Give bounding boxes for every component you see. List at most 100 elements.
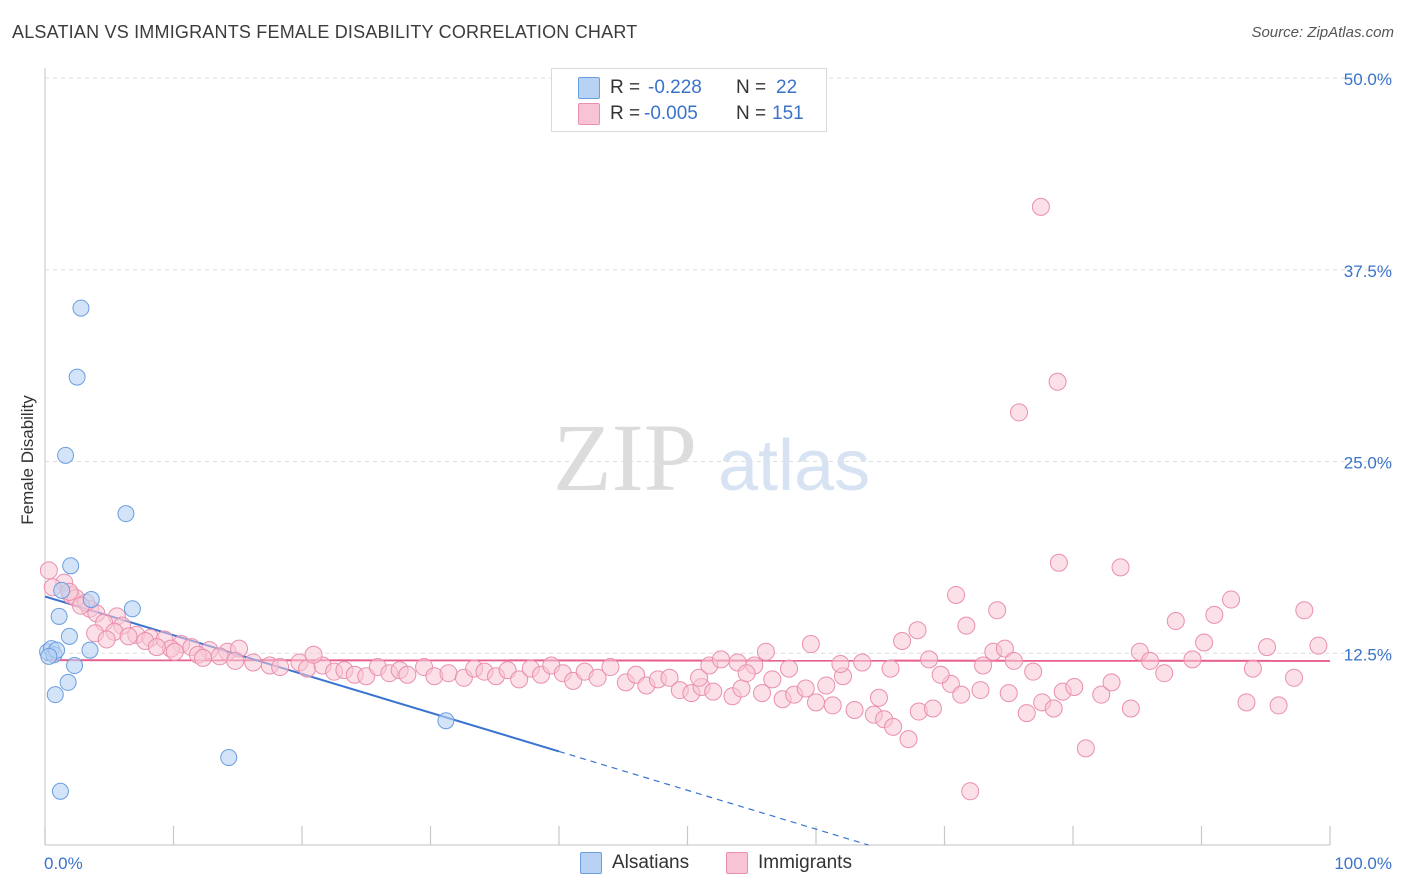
immigrants-point	[763, 670, 782, 689]
immigrants-legend-swatch	[726, 852, 748, 874]
immigrants-point	[39, 561, 58, 580]
immigrants-point	[1111, 558, 1130, 577]
alsatians-swatch	[578, 77, 600, 99]
immigrants-point	[893, 631, 912, 650]
alsatians-point	[123, 600, 141, 618]
immigrants-point	[1295, 601, 1314, 620]
immigrants-point	[1102, 673, 1121, 692]
immigrants-point	[244, 653, 263, 672]
immigrants-point	[1048, 372, 1067, 391]
immigrants-point	[1205, 605, 1224, 624]
immigrants-point	[165, 642, 184, 661]
immigrants-point	[601, 658, 620, 677]
immigrants-point	[1017, 704, 1036, 723]
immigrants-point	[1010, 403, 1029, 422]
immigrants-point	[226, 651, 245, 670]
immigrants-point	[1195, 633, 1214, 652]
immigrants-point	[807, 693, 825, 712]
immigrants-point	[1243, 659, 1262, 678]
alsatians-point	[437, 712, 455, 730]
immigrants-point	[97, 630, 116, 649]
immigrants-point	[1258, 638, 1277, 657]
immigrants-point	[588, 668, 607, 687]
legend-n-label: N =	[736, 77, 767, 98]
immigrants-point	[999, 684, 1018, 703]
immigrants-point	[831, 654, 850, 673]
grid	[45, 77, 1392, 654]
immigrants-point	[1222, 590, 1241, 609]
immigrants-point	[732, 679, 751, 698]
immigrants-point	[756, 642, 775, 661]
immigrants-point	[796, 679, 815, 698]
immigrants-point	[510, 670, 529, 689]
chart-title: ALSATIAN VS IMMIGRANTS FEMALE DISABILITY…	[12, 22, 638, 42]
immigrants-point	[780, 659, 799, 678]
alsatians-point	[53, 581, 71, 599]
immigrants-point	[1044, 699, 1063, 718]
immigrants-point	[210, 647, 229, 666]
legend-r-value-immigrants: -0.005	[644, 103, 698, 124]
watermark-atlas: atlas	[718, 426, 870, 506]
alsatians-point	[82, 591, 100, 609]
immigrants-point	[931, 665, 950, 684]
immigrants-point	[737, 664, 756, 683]
legend-n-label: N =	[736, 103, 767, 124]
axes	[44, 68, 1331, 846]
immigrants-point	[1237, 693, 1256, 712]
immigrants-point	[1141, 651, 1160, 670]
alsatians-point	[81, 641, 99, 659]
immigrants-point	[194, 648, 213, 667]
watermark-zip: ZIP	[553, 404, 697, 511]
immigrants-point	[884, 717, 903, 736]
immigrants-point	[971, 681, 990, 700]
immigrants-point	[845, 701, 864, 720]
source-label: Source: ZipAtlas.com	[1251, 24, 1394, 41]
immigrants-point	[823, 696, 842, 715]
immigrants-point	[711, 650, 730, 669]
legend-n-value-alsatians: 22	[776, 77, 798, 98]
immigrants-swatch	[578, 103, 600, 125]
immigrants-point	[853, 653, 872, 672]
immigrants-point	[1024, 662, 1043, 681]
immigrants-point	[1076, 739, 1095, 758]
y-tick-label: 25.0%	[1344, 454, 1392, 473]
alsatians-legend-label: Alsatians	[612, 852, 690, 873]
immigrants-point	[899, 730, 918, 749]
immigrants-point	[801, 635, 820, 654]
alsatians-point	[40, 647, 58, 665]
x-tick-label: 100.0%	[1334, 854, 1392, 873]
alsatians-point	[50, 607, 68, 625]
immigrants-point	[147, 638, 166, 657]
immigrants-point	[923, 699, 942, 718]
immigrants-point	[1092, 685, 1111, 704]
alsatians-legend-swatch	[580, 852, 602, 874]
alsatians-points	[39, 299, 455, 800]
immigrants-point	[961, 782, 980, 801]
y-tick-label: 12.5%	[1344, 645, 1392, 664]
x-tick-label: 0.0%	[44, 854, 83, 873]
immigrants-point	[1166, 612, 1185, 631]
immigrants-point	[271, 658, 290, 677]
immigrants-point	[753, 684, 772, 703]
alsatians-trend-extension	[558, 750, 869, 846]
immigrants-point	[660, 668, 679, 687]
alsatians-point	[66, 657, 84, 675]
immigrants-point	[988, 601, 1007, 620]
alsatians-point	[62, 557, 80, 575]
immigrants-point	[881, 659, 900, 678]
alsatians-point	[46, 686, 64, 704]
alsatians-point	[117, 505, 135, 523]
immigrants-point	[704, 682, 723, 701]
immigrants-point	[1004, 651, 1023, 670]
immigrants-point	[304, 645, 323, 664]
immigrants-point	[1183, 650, 1202, 669]
immigrants-point	[995, 639, 1014, 658]
immigrants-point	[1155, 664, 1174, 683]
immigrants-point	[119, 627, 138, 646]
alsatians-point	[51, 782, 69, 800]
legend-r-label: R =	[610, 103, 641, 124]
immigrants-legend-label: Immigrants	[758, 852, 852, 873]
alsatians-point	[68, 368, 86, 386]
y-axis-label: Female Disability	[18, 395, 37, 525]
